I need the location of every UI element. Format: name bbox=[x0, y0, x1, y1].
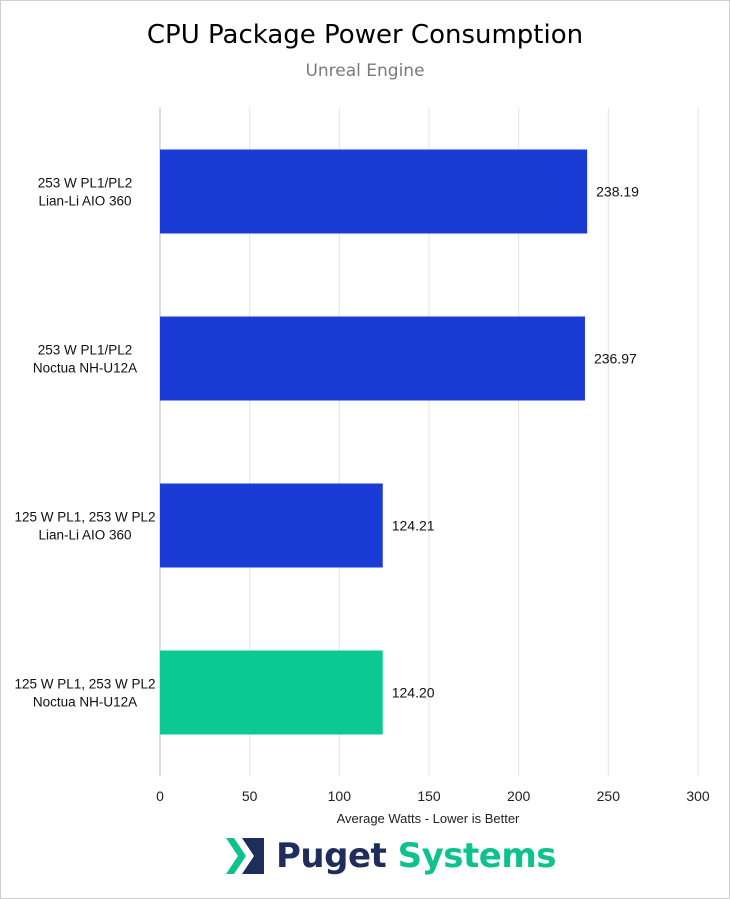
brand-word-puget: Puget bbox=[276, 836, 387, 876]
y-category-label: 125 W PL1, 253 W PL2 bbox=[14, 510, 155, 525]
bar-value-label: 124.21 bbox=[392, 518, 435, 534]
puget-chevron-logo-icon bbox=[226, 838, 264, 874]
x-tick-label: 250 bbox=[597, 788, 621, 804]
bar-value-label: 124.20 bbox=[392, 685, 435, 701]
y-category-label: Lian-Li AIO 360 bbox=[38, 528, 131, 543]
x-tick-label: 50 bbox=[242, 788, 258, 804]
bar bbox=[160, 483, 383, 568]
x-tick-label: 200 bbox=[507, 788, 531, 804]
y-category-label: 253 W PL1/PL2 bbox=[38, 176, 133, 191]
chart-title: CPU Package Power Consumption bbox=[146, 20, 584, 50]
x-tick-label: 300 bbox=[686, 788, 710, 804]
brand-name: Puget Systems bbox=[276, 836, 557, 876]
x-axis-label: Average Watts - Lower is Better bbox=[337, 811, 520, 826]
x-tick-label: 100 bbox=[328, 788, 352, 804]
chart-subtitle: Unreal Engine bbox=[305, 61, 425, 81]
x-tick-label: 0 bbox=[156, 788, 164, 804]
brand-word-systems: Systems bbox=[397, 836, 557, 876]
y-category-label: Noctua NH-U12A bbox=[33, 361, 137, 376]
bar-value-label: 238.19 bbox=[596, 184, 639, 200]
bar bbox=[160, 650, 383, 735]
y-category-label: Noctua NH-U12A bbox=[33, 695, 137, 710]
y-category-label: 253 W PL1/PL2 bbox=[38, 343, 133, 358]
y-category-label: Lian-Li AIO 360 bbox=[38, 194, 131, 209]
bar bbox=[160, 149, 588, 234]
bar-value-label: 236.97 bbox=[594, 351, 637, 367]
y-category-label: 125 W PL1, 253 W PL2 bbox=[14, 677, 155, 692]
bar bbox=[160, 316, 585, 401]
brand-logo: Puget Systems bbox=[224, 832, 557, 880]
x-tick-label: 150 bbox=[417, 788, 441, 804]
